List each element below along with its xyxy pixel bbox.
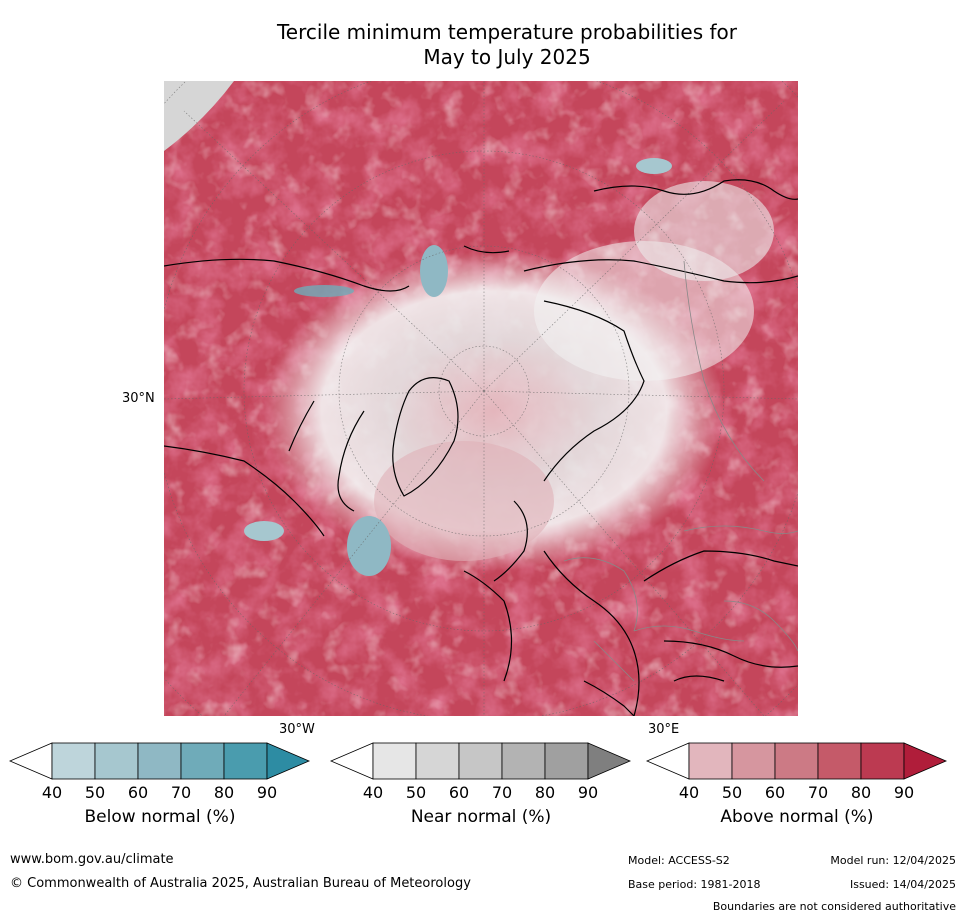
model-run-text: Model run: 12/04/2025 [830,854,956,867]
colorbar-extend-high [587,742,632,780]
colorbar-tick-label: 40 [362,783,384,802]
polar-map [164,81,798,716]
website-link[interactable]: www.bom.gov.au/climate [10,852,174,867]
colorbar-extend-low [8,742,53,780]
chart-title: Tercile minimum temperature probabilitie… [0,20,965,70]
colorbar-tick-label: 90 [893,783,915,802]
colorbar-tick-label: 60 [764,783,786,802]
colorbar-below-normal-label: Below normal (%) [84,807,236,827]
copyright-text: © Commonwealth of Australia 2025, Austra… [10,876,471,891]
colorbar-tick-label: 60 [448,783,470,802]
title-line-1: Tercile minimum temperature probabilitie… [276,20,738,44]
colorbar-tick-label: 40 [41,783,63,802]
colorbar-tick-label: 80 [213,783,235,802]
colorbar-tick-label: 50 [84,783,106,802]
colorbar-bin [180,742,225,780]
colorbar-extend-high [266,742,311,780]
colorbar-bin [137,742,182,780]
issued-text: Issued: 14/04/2025 [849,878,956,891]
colorbar-bin [774,742,819,780]
colorbar-bin [817,742,862,780]
latitude-label: 30°N [122,391,155,406]
colorbar-tick-label: 90 [577,783,599,802]
colorbar-extend-low [329,742,374,780]
colorbar-bin [94,742,139,780]
longitude-label-west: 30°W [279,722,315,737]
map-graphic [164,81,798,716]
colorbar-tick-label: 70 [807,783,829,802]
colorbar-tick-label: 80 [850,783,872,802]
colorbar-tick-label: 60 [127,783,149,802]
colorbar-tick-label: 50 [721,783,743,802]
colorbar-bin [372,742,417,780]
colorbar-graphic [8,742,311,780]
colorbar-above-normal-label: Above normal (%) [720,807,874,827]
colorbar-tick-label: 90 [256,783,278,802]
model-text: Model: ACCESS-S2 [628,854,730,867]
colorbar-tick-label: 70 [491,783,513,802]
colorbar-bin [458,742,503,780]
colorbar-extend-high [903,742,948,780]
colorbar-bin [860,742,905,780]
colorbar-near-normal [329,742,632,780]
colorbar-tick-label: 70 [170,783,192,802]
base-period-text: Base period: 1981-2018 [628,878,761,891]
colorbar-bin [51,742,96,780]
colorbar-bin [415,742,460,780]
colorbar-bin [501,742,546,780]
colorbar-bin [544,742,589,780]
colorbar-near-normal-label: Near normal (%) [410,807,552,827]
colorbar-tick-label: 40 [678,783,700,802]
disclaimer-text: Boundaries are not considered authoritat… [712,900,956,913]
title-line-2: May to July 2025 [423,45,591,69]
colorbar-tick-label: 50 [405,783,427,802]
colorbar-extend-low [645,742,690,780]
colorbar-bin [223,742,268,780]
colorbar-bin [731,742,776,780]
longitude-label-east: 30°E [648,722,680,737]
colorbar-above-normal [645,742,948,780]
colorbar-below-normal [8,742,311,780]
colorbar-graphic [645,742,948,780]
colorbar-tick-label: 80 [534,783,556,802]
colorbar-graphic [329,742,632,780]
colorbar-bin [688,742,733,780]
